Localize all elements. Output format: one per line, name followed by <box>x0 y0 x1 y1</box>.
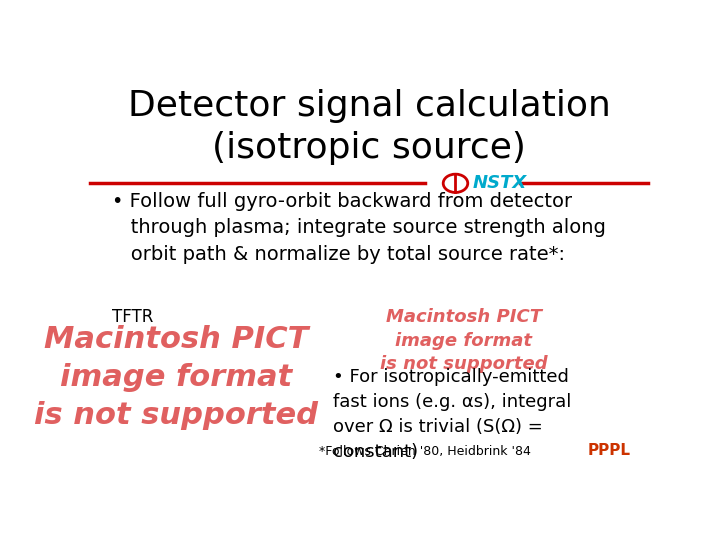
Text: PPPL: PPPL <box>588 443 631 458</box>
Text: (isotropic source): (isotropic source) <box>212 131 526 165</box>
Text: NSTX: NSTX <box>472 174 526 192</box>
Text: Detector signal calculation: Detector signal calculation <box>127 90 611 123</box>
Text: Macintosh PICT
image format
is not supported: Macintosh PICT image format is not suppo… <box>380 308 548 373</box>
Text: TFTR: TFTR <box>112 308 153 326</box>
Text: • Follow full gyro-orbit backward from detector
   through plasma; integrate sou: • Follow full gyro-orbit backward from d… <box>112 192 606 264</box>
Text: • For isotropically-emitted
fast ions (e.g. αs), integral
over Ω is trivial (S(Ω: • For isotropically-emitted fast ions (e… <box>333 368 571 461</box>
Text: *Follows Chrien '80, Heidbrink '84: *Follows Chrien '80, Heidbrink '84 <box>319 445 531 458</box>
Text: Macintosh PICT
image format
is not supported: Macintosh PICT image format is not suppo… <box>35 325 318 430</box>
